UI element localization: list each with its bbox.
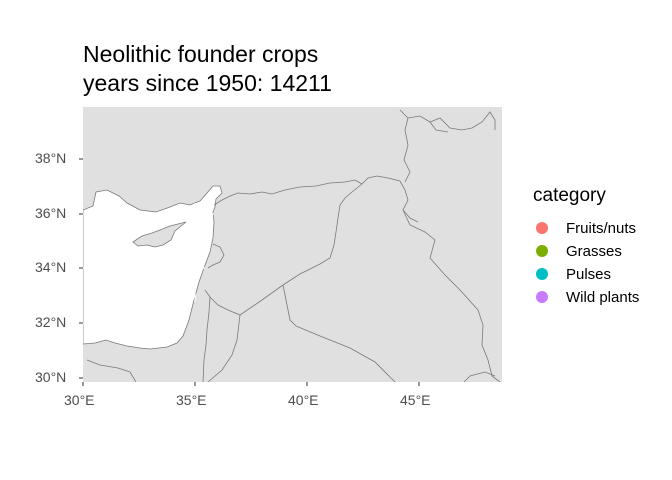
graticule bbox=[83, 203, 214, 324]
map-title-line-2: years since 1950: 14211 bbox=[83, 70, 332, 96]
legend-label: Pulses bbox=[566, 265, 612, 283]
y-tick-label: 34°N bbox=[35, 259, 67, 275]
legend-item: Pulses bbox=[533, 263, 611, 285]
axis-ticks bbox=[79, 158, 420, 386]
x-tick-label: 35°E bbox=[176, 392, 207, 408]
y-tick-label: 36°N bbox=[35, 205, 67, 221]
legend-dot bbox=[536, 291, 548, 303]
x-tick-label: 30°E bbox=[64, 392, 95, 408]
legend-label: Fruits/nuts bbox=[566, 219, 637, 237]
country-borders bbox=[86, 109, 501, 382]
legend-item: Wild plants bbox=[533, 286, 639, 308]
y-tick-label: 30°N bbox=[35, 369, 67, 385]
map-title-line-1: Neolithic founder crops bbox=[83, 41, 319, 67]
legend-item: Grasses bbox=[533, 240, 622, 262]
legend-label: Wild plants bbox=[566, 288, 640, 306]
y-tick-label: 32°N bbox=[35, 314, 67, 330]
legend-dot bbox=[536, 245, 548, 257]
legend-label: Grasses bbox=[566, 242, 622, 260]
legend-title: category bbox=[533, 185, 606, 206]
x-tick-label: 40°E bbox=[288, 392, 319, 408]
x-tick-label: 45°E bbox=[400, 392, 431, 408]
legend-dot bbox=[536, 222, 548, 234]
cyprus-island bbox=[132, 221, 187, 248]
y-tick-label: 38°N bbox=[35, 150, 67, 166]
legend-item: Fruits/nuts bbox=[533, 217, 636, 239]
legend-dot bbox=[536, 268, 548, 280]
